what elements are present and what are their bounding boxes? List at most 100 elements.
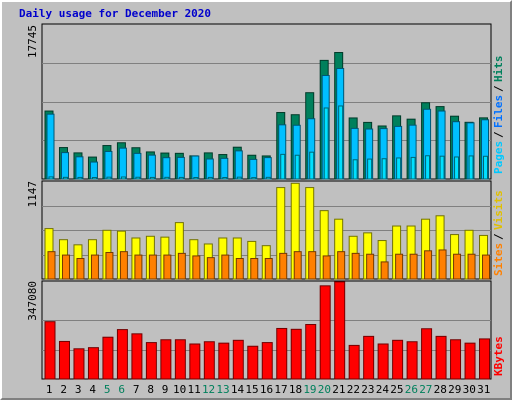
x-tick-label-day-8: 8 bbox=[147, 383, 154, 396]
kbytes-bar-day-4 bbox=[87, 347, 99, 380]
pages-bar-day-11 bbox=[193, 177, 199, 180]
pages-bar-day-16 bbox=[265, 176, 271, 180]
kbytes-bar-day-14 bbox=[232, 339, 244, 380]
sites-bar-day-15 bbox=[250, 257, 259, 280]
pages-bar-day-9 bbox=[164, 176, 170, 180]
x-tick-label-day-26: 26 bbox=[405, 383, 418, 396]
pages-bar-day-23 bbox=[367, 158, 373, 180]
files-bar-day-8 bbox=[147, 154, 156, 180]
legend-visits: Visits bbox=[492, 190, 505, 230]
kbytes-bar-day-16 bbox=[261, 342, 273, 380]
x-tick-label-day-7: 7 bbox=[133, 383, 140, 396]
pages-bar-day-2 bbox=[62, 176, 68, 180]
files-bar-day-15 bbox=[249, 158, 258, 180]
x-tick-label-day-13: 13 bbox=[216, 383, 229, 396]
pages-bar-day-24 bbox=[381, 158, 387, 180]
pages-bar-day-30 bbox=[468, 155, 474, 180]
files-bar-day-1 bbox=[46, 113, 55, 180]
legend-hits: Hits bbox=[492, 56, 505, 83]
files-bar-day-12 bbox=[205, 158, 214, 180]
pages-bar-day-7 bbox=[135, 176, 141, 180]
sites-bar-day-10 bbox=[177, 252, 186, 280]
kbytes-bar-day-1 bbox=[44, 321, 56, 380]
legend-pages: Pages bbox=[492, 141, 505, 174]
sites-bar-day-6 bbox=[119, 251, 128, 280]
kbytes-bar-day-10 bbox=[174, 339, 186, 380]
files-bar-day-13 bbox=[220, 157, 229, 180]
x-tick-label-day-6: 6 bbox=[118, 383, 125, 396]
x-tick-label-day-23: 23 bbox=[361, 383, 374, 396]
pages-bar-day-29 bbox=[454, 156, 460, 180]
pages-bar-day-14 bbox=[236, 176, 242, 180]
x-tick-label-day-14: 14 bbox=[231, 383, 245, 396]
sites-bar-day-4 bbox=[90, 254, 99, 280]
kbytes-bar-day-30 bbox=[464, 342, 476, 380]
kbytes-bar-day-15 bbox=[247, 345, 259, 380]
files-bar-day-2 bbox=[60, 152, 69, 180]
sites-bar-day-19 bbox=[308, 251, 317, 280]
files-bar-day-9 bbox=[162, 157, 171, 180]
kbytes-bar-day-22 bbox=[348, 344, 360, 380]
files-bar-day-3 bbox=[75, 156, 84, 180]
legend-sites-visits: Sites / Visits bbox=[492, 190, 505, 276]
pages-bar-day-19 bbox=[309, 151, 315, 180]
sites-bar-day-1 bbox=[47, 251, 56, 280]
kbytes-bar-day-27 bbox=[421, 328, 433, 380]
kbytes-bar-day-24 bbox=[377, 343, 389, 380]
x-tick-label-day-2: 2 bbox=[60, 383, 67, 396]
files-bar-day-11 bbox=[191, 155, 200, 180]
hits-files-pages-panel bbox=[41, 23, 492, 180]
sites-bar-day-7 bbox=[134, 254, 143, 280]
x-tick-label-day-30: 30 bbox=[463, 383, 476, 396]
pages-bar-day-13 bbox=[222, 177, 228, 180]
x-tick-label-day-27: 27 bbox=[419, 383, 432, 396]
y-axis-max-label-hits: 17745 bbox=[26, 25, 39, 58]
sites-bar-day-29 bbox=[453, 253, 462, 280]
pages-bar-day-5 bbox=[106, 176, 112, 180]
pages-bar-day-12 bbox=[207, 176, 213, 180]
sites-bar-day-24 bbox=[380, 261, 389, 280]
x-tick-label-day-1: 1 bbox=[46, 383, 53, 396]
x-tick-label-day-3: 3 bbox=[75, 383, 82, 396]
sites-bar-day-30 bbox=[467, 253, 476, 280]
sites-bar-day-9 bbox=[163, 254, 172, 280]
files-bar-day-4 bbox=[89, 161, 98, 180]
sites-bar-day-27 bbox=[424, 250, 433, 280]
y-axis-max-label-visits: 1147 bbox=[26, 181, 39, 208]
sites-bar-day-21 bbox=[337, 251, 346, 280]
x-tick-label-day-25: 25 bbox=[390, 383, 403, 396]
files-bar-day-14 bbox=[234, 150, 243, 180]
legend-sep-3: / bbox=[492, 233, 505, 240]
kbytes-bar-day-28 bbox=[435, 335, 447, 380]
x-tick-label-day-4: 4 bbox=[89, 383, 96, 396]
x-tick-label-day-10: 10 bbox=[173, 383, 186, 396]
pages-bar-day-3 bbox=[77, 176, 83, 180]
sites-bar-day-12 bbox=[206, 257, 215, 280]
chart-title: Daily usage for December 2020 bbox=[19, 7, 211, 20]
pages-bar-day-22 bbox=[352, 159, 358, 180]
pages-bar-day-6 bbox=[120, 176, 126, 180]
pages-bar-day-21 bbox=[338, 105, 344, 180]
pages-bar-day-1 bbox=[48, 176, 54, 180]
kbytes-bar-day-9 bbox=[160, 339, 172, 380]
sites-bar-day-2 bbox=[61, 254, 70, 280]
files-bar-day-10 bbox=[176, 156, 185, 180]
legend-kbytes-label: KBytes bbox=[492, 336, 505, 376]
legend-sep-1: / bbox=[492, 131, 505, 138]
pages-bar-day-4 bbox=[91, 177, 97, 180]
kbytes-bar-day-23 bbox=[363, 335, 375, 380]
pages-bar-day-10 bbox=[178, 176, 184, 180]
x-tick-label-day-11: 11 bbox=[187, 383, 200, 396]
pages-bar-day-15 bbox=[251, 177, 257, 180]
pages-bar-day-8 bbox=[149, 176, 155, 180]
pages-bar-day-28 bbox=[439, 155, 445, 180]
x-axis-day-labels: 1 2 3 4 5 6 7 8 9 10 11 12 13 14 15 16 17 18 19 20 21 22 23 24 2… bbox=[46, 383, 490, 396]
sites-bar-day-8 bbox=[148, 254, 157, 280]
sites-bar-day-11 bbox=[192, 255, 201, 280]
sites-bar-day-3 bbox=[76, 257, 85, 280]
sites-bar-day-5 bbox=[105, 252, 114, 280]
kbytes-bar-day-26 bbox=[406, 341, 418, 380]
kbytes-bar-day-31 bbox=[479, 338, 491, 380]
